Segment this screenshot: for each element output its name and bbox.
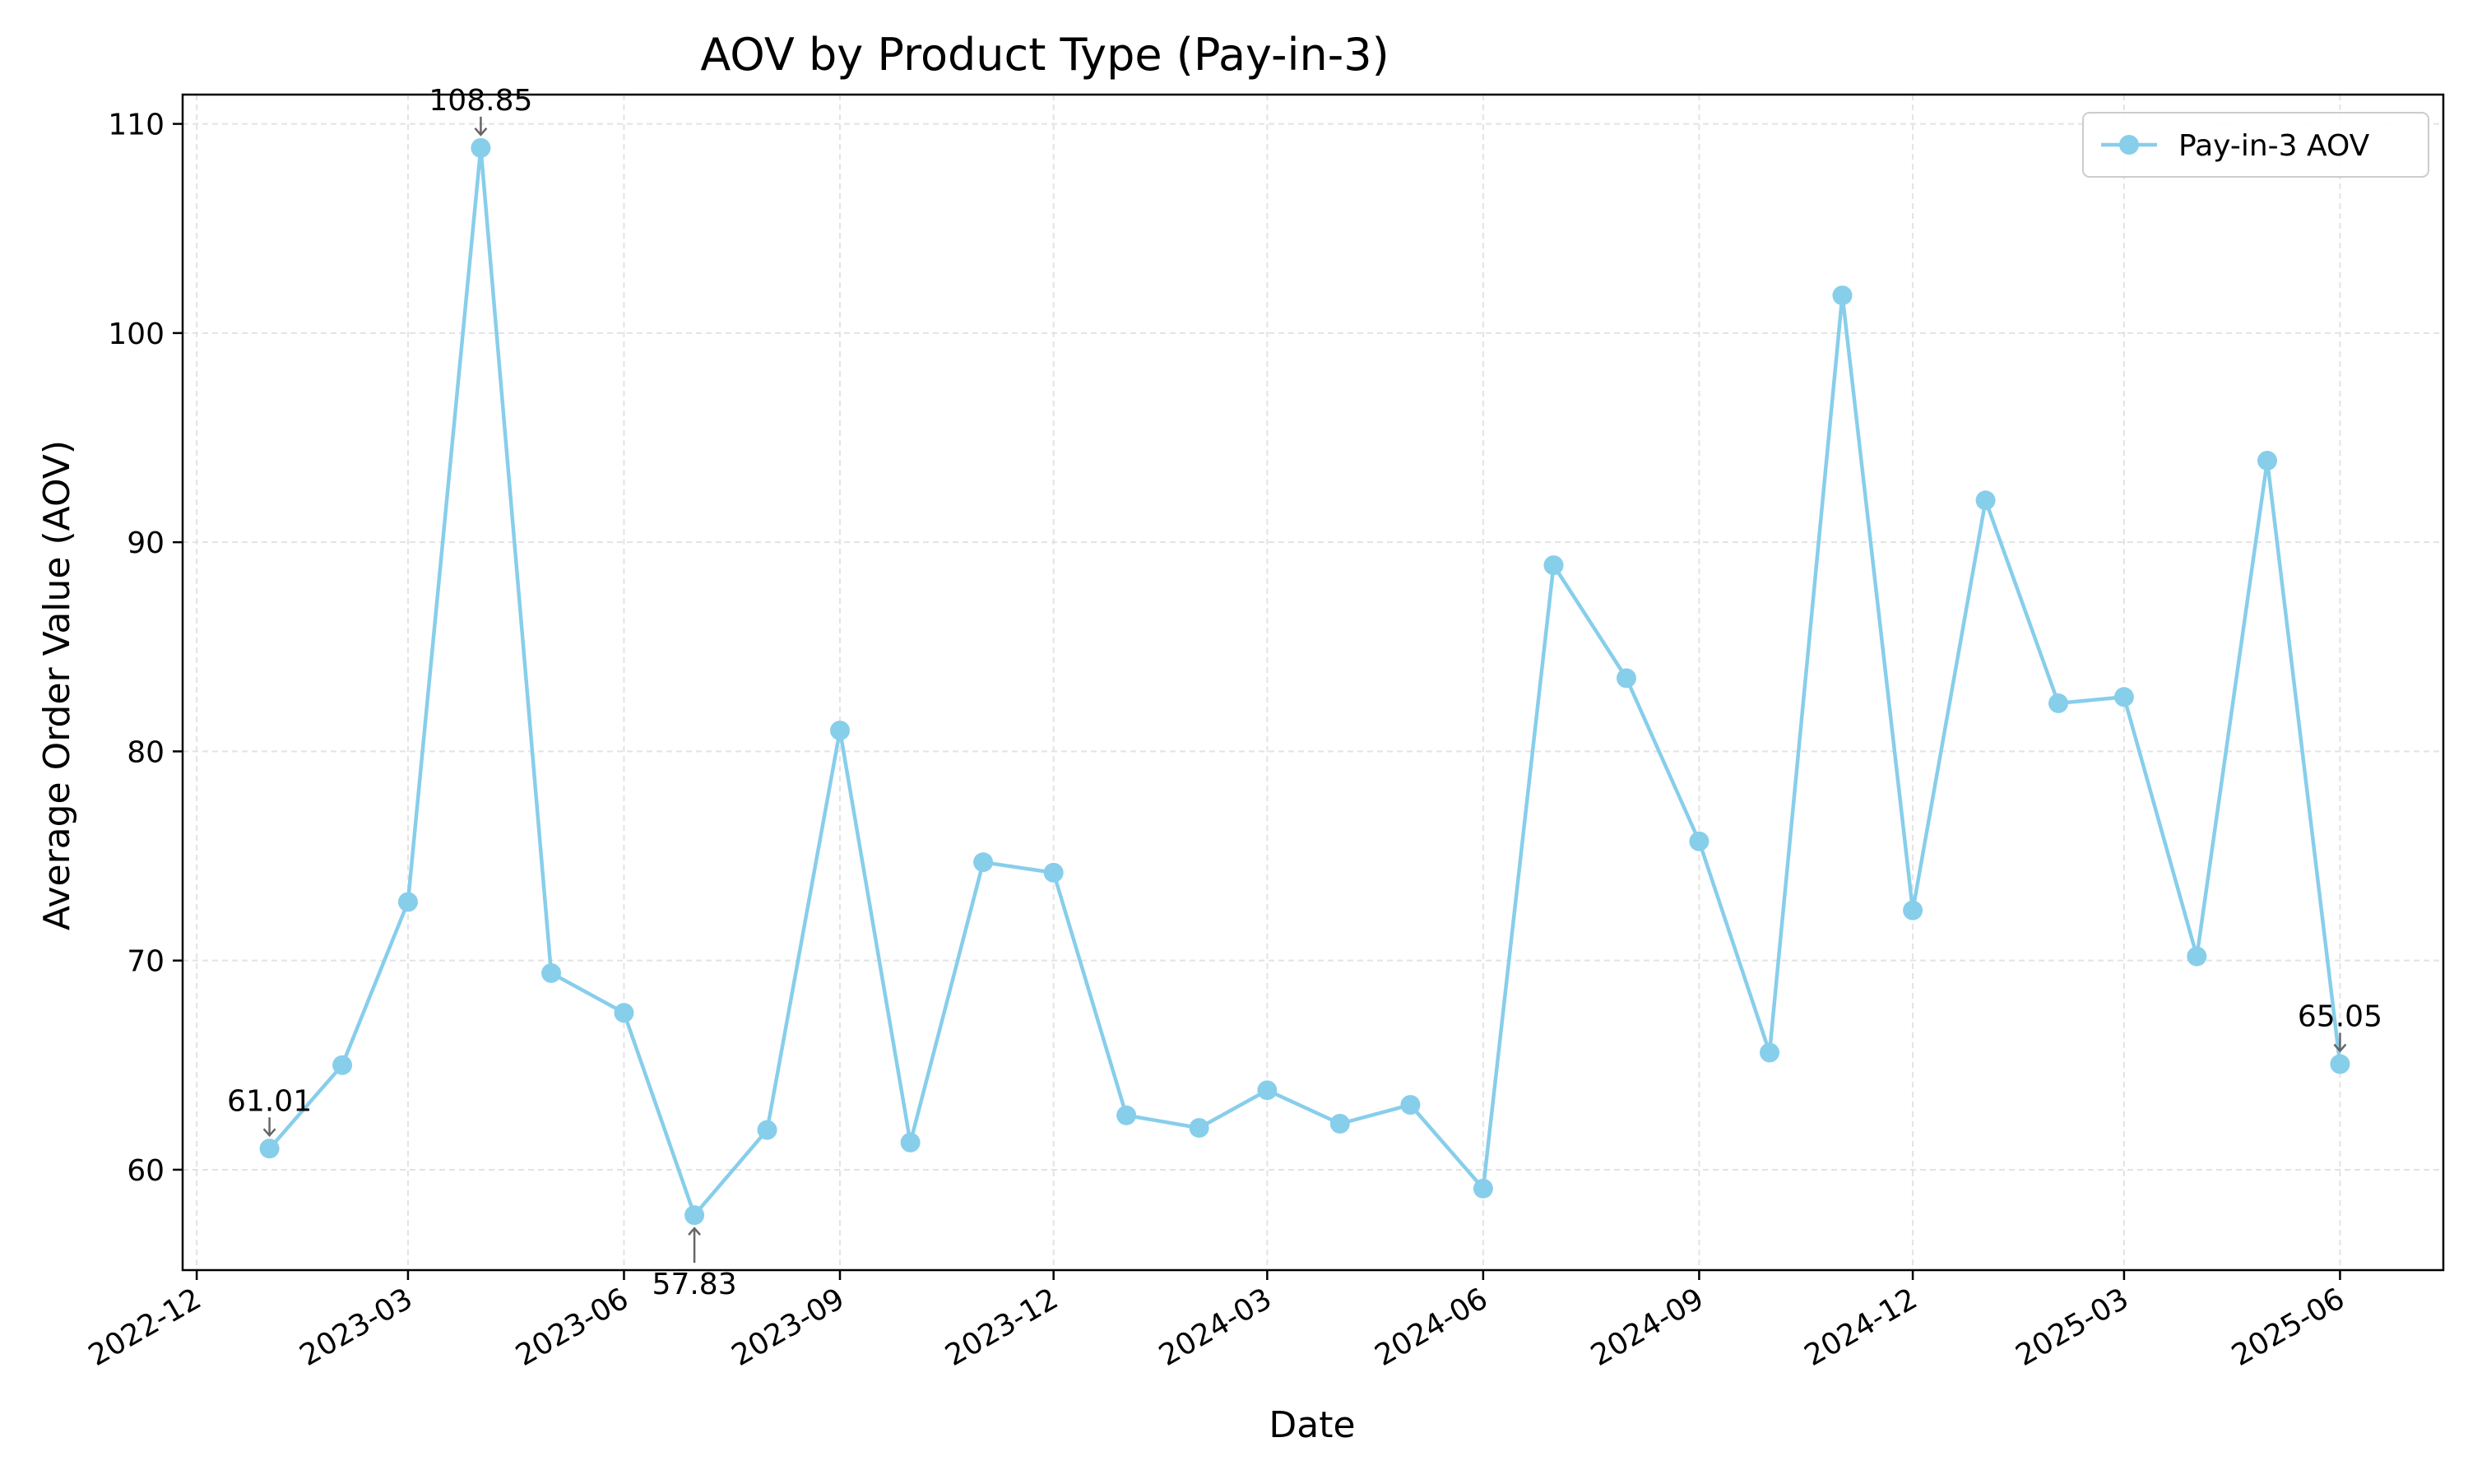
data-point xyxy=(1760,1042,1780,1063)
data-point xyxy=(1257,1080,1278,1101)
annotation-arrowhead xyxy=(474,128,488,137)
data-point xyxy=(1903,900,1923,921)
legend-label: Pay-in-3 AOV xyxy=(2178,129,2370,163)
grid xyxy=(183,95,2443,1270)
annotation-label: 61.01 xyxy=(227,1084,312,1118)
data-point xyxy=(2048,693,2069,713)
y-axis-label: Average Order Value (AOV) xyxy=(36,440,78,930)
series-layer xyxy=(259,137,2350,1226)
data-point xyxy=(684,1205,705,1226)
data-point xyxy=(1543,555,1564,576)
data-point xyxy=(2113,687,2134,707)
y-tick-label: 80 xyxy=(127,735,165,769)
data-point xyxy=(1832,285,1853,306)
chart-title: AOV by Product Type (Pay-in-3) xyxy=(700,29,1389,81)
annotation-label: 65.05 xyxy=(2298,1000,2382,1034)
y-tick-label: 90 xyxy=(127,526,165,560)
data-point xyxy=(1616,668,1636,689)
data-point xyxy=(397,892,418,912)
y-tick-label: 110 xyxy=(108,109,165,142)
annotation-label: 108.85 xyxy=(429,84,532,118)
data-point xyxy=(541,962,562,983)
data-point xyxy=(1975,490,1996,511)
data-point xyxy=(2187,946,2207,967)
y-tick-label: 60 xyxy=(127,1154,165,1188)
data-point xyxy=(973,852,994,873)
data-point xyxy=(1189,1118,1209,1139)
legend: Pay-in-3 AOV xyxy=(2082,112,2429,178)
y-tick-label: 100 xyxy=(108,318,165,351)
data-point xyxy=(830,720,851,740)
data-point xyxy=(1400,1095,1421,1115)
annotation-arrowhead xyxy=(688,1227,702,1236)
data-point xyxy=(1116,1105,1137,1125)
data-point xyxy=(1473,1178,1493,1199)
data-point xyxy=(757,1120,777,1140)
annotation-arrowhead xyxy=(262,1128,276,1138)
data-point xyxy=(1043,862,1064,883)
data-point xyxy=(259,1139,280,1159)
data-point xyxy=(900,1132,921,1152)
data-point xyxy=(332,1055,353,1075)
data-point xyxy=(1689,831,1710,851)
y-tick-label: 70 xyxy=(127,945,165,979)
plot-frame xyxy=(181,93,2445,1272)
legend-box xyxy=(2082,112,2429,178)
series-line xyxy=(267,146,2342,1217)
data-point xyxy=(2330,1054,2350,1074)
data-point xyxy=(471,137,491,158)
x-axis-label: Date xyxy=(1269,1404,1355,1446)
annotation-label: 57.83 xyxy=(652,1268,737,1301)
data-point xyxy=(1329,1114,1350,1134)
annotations: 61.01 108.85 57.83 65.05 xyxy=(227,84,2382,1301)
data-point xyxy=(2257,450,2277,471)
annotation-arrowhead xyxy=(2333,1043,2347,1053)
data-point xyxy=(614,1003,634,1023)
legend-marker xyxy=(2119,135,2139,155)
